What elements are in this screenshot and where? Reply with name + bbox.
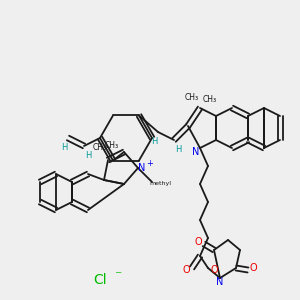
Text: CH₃: CH₃	[93, 143, 107, 152]
Text: H: H	[61, 143, 67, 152]
Text: H: H	[85, 152, 91, 160]
Text: +: +	[147, 160, 153, 169]
Text: Cl: Cl	[93, 273, 107, 287]
Text: O: O	[249, 263, 257, 273]
Text: N: N	[138, 163, 146, 173]
Text: H: H	[175, 146, 181, 154]
Text: N: N	[192, 147, 200, 157]
Text: O: O	[210, 265, 218, 275]
Text: H: H	[151, 137, 157, 146]
Text: CH₃: CH₃	[203, 95, 217, 104]
Text: methyl: methyl	[149, 182, 171, 187]
Text: CH₃: CH₃	[105, 142, 119, 151]
Text: O: O	[182, 265, 190, 275]
Text: N: N	[216, 277, 224, 287]
Text: O: O	[194, 237, 202, 247]
Text: CH₃: CH₃	[185, 94, 199, 103]
Text: ⁻: ⁻	[114, 269, 122, 283]
